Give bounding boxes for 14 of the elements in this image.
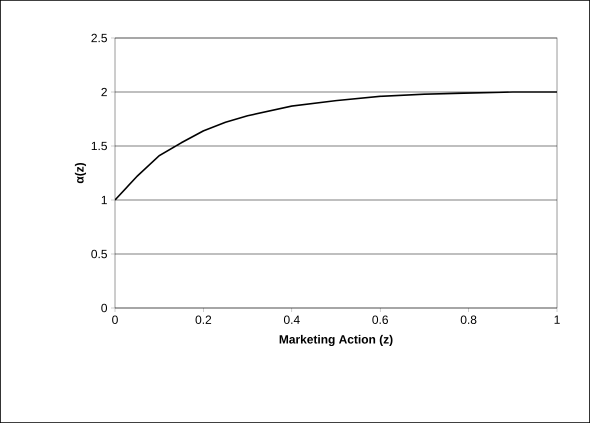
y-tick-label: 0.5 (91, 250, 107, 258)
x-tick-label: 0.8 (460, 316, 476, 324)
x-axis-title: Marketing Action (z) (280, 334, 393, 346)
x-tick-label: 0 (112, 316, 118, 324)
y-tick-label: 2.5 (91, 34, 107, 42)
y-tick-label: 1.5 (92, 142, 107, 150)
y-tick-label: 0 (101, 304, 108, 312)
x-tick-label: 1 (554, 316, 560, 324)
y-tick-label: 1 (102, 196, 107, 204)
y-axis-title: α(z) (74, 162, 86, 184)
x-tick-label: 0.4 (284, 316, 300, 324)
y-tick-label: 2 (101, 88, 107, 96)
x-tick-label: 0.6 (372, 316, 388, 324)
x-tick-label: 0.2 (196, 316, 212, 324)
